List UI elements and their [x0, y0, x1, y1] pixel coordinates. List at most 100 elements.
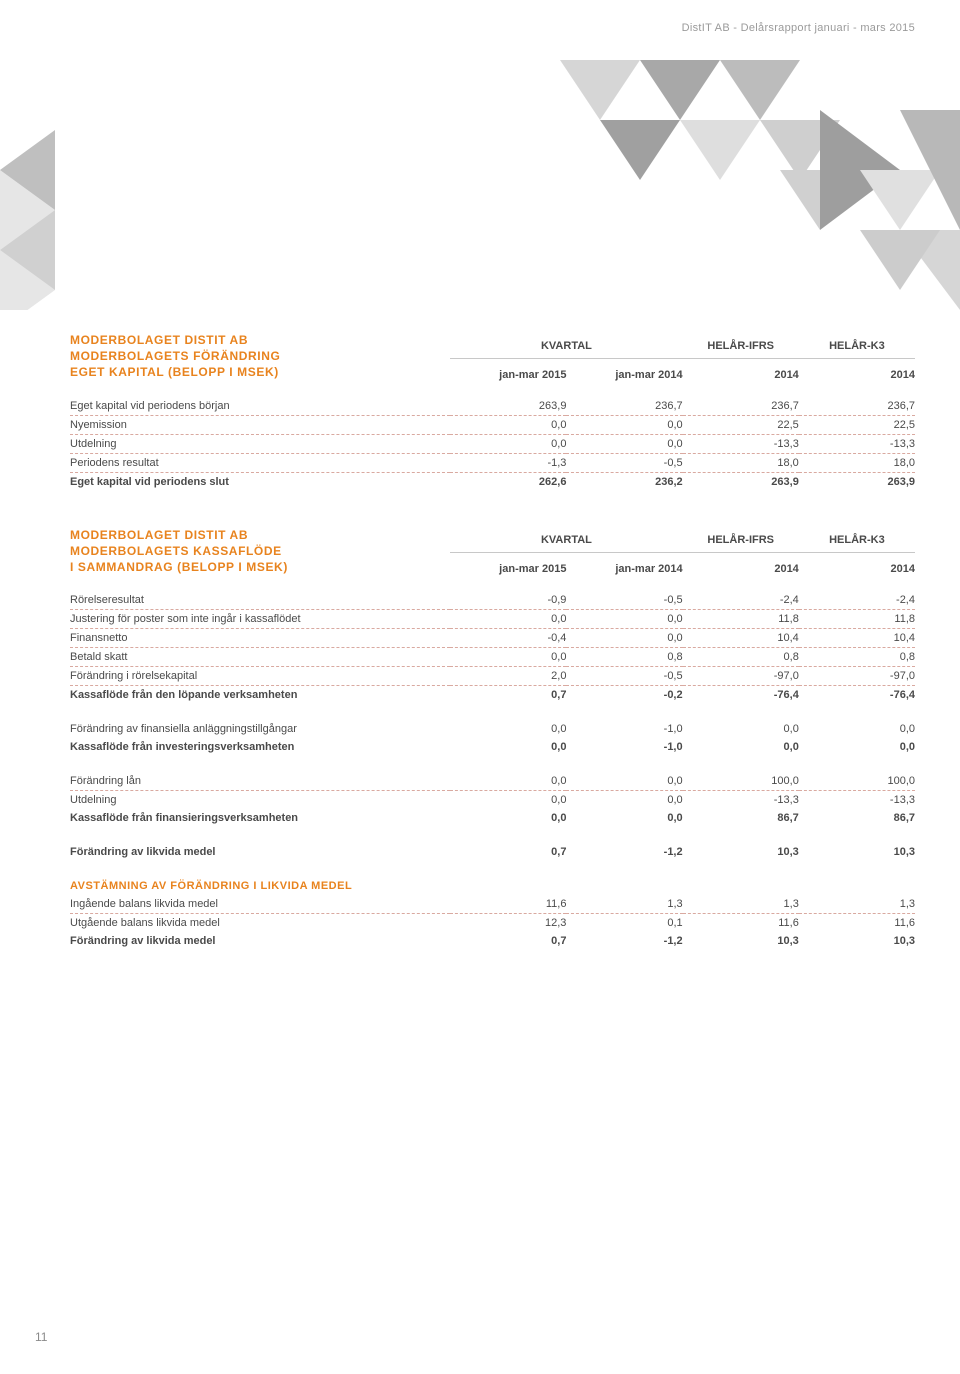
- cell-value: 10,3: [799, 932, 915, 950]
- cell-value: 236,7: [566, 397, 682, 416]
- cell-value: 22,5: [799, 415, 915, 434]
- cell-value: 0,0: [683, 720, 799, 738]
- cell-value: 263,9: [799, 472, 915, 491]
- page-number: 11: [35, 1330, 47, 1344]
- cell-value: -0,5: [566, 453, 682, 472]
- cell-value: 10,3: [683, 843, 799, 861]
- cell-value: 10,4: [799, 629, 915, 648]
- col-sub-4: 2014: [799, 358, 915, 386]
- cell-value: -13,3: [799, 434, 915, 453]
- row-label: Kassaflöde från investeringsverksamheten: [70, 738, 450, 756]
- cell-value: 0,0: [450, 738, 566, 756]
- table-row: Kassaflöde från den löpande verksamheten…: [70, 686, 915, 705]
- table-row: Eget kapital vid periodens början263,923…: [70, 397, 915, 416]
- cell-value: 0,0: [566, 629, 682, 648]
- row-label: Förändring av likvida medel: [70, 843, 450, 861]
- cell-value: -1,3: [450, 453, 566, 472]
- row-label: Kassaflöde från den löpande verksamheten: [70, 686, 450, 705]
- cell-value: 263,9: [450, 397, 566, 416]
- row-label: Ingående balans likvida medel: [70, 895, 450, 914]
- table-row: Nyemission0,00,022,522,5: [70, 415, 915, 434]
- col-group-kvartal-2: KVARTAL: [450, 525, 682, 553]
- row-label: Förändring lån: [70, 772, 450, 791]
- cell-value: 0,0: [450, 791, 566, 810]
- page-header: DistIT AB - Delårsrapport januari - mars…: [682, 22, 915, 34]
- cell-value: 86,7: [799, 809, 915, 827]
- cell-value: 0,7: [450, 686, 566, 705]
- col-group-helar-ifrs: HELÅR-IFRS: [683, 330, 799, 358]
- cell-value: 0,0: [450, 610, 566, 629]
- cell-value: 236,2: [566, 472, 682, 491]
- cell-value: -1,2: [566, 843, 682, 861]
- cell-value: 262,6: [450, 472, 566, 491]
- cell-value: -13,3: [683, 434, 799, 453]
- cashflow-table: MODERBOLAGET DISTIT AB MODERBOLAGETS KAS…: [70, 525, 915, 951]
- table2-title-line2: MODERBOLAGETS KASSAFLÖDE: [70, 543, 450, 559]
- col-group-helar-k3-2: HELÅR-K3: [799, 525, 915, 553]
- cell-value: -97,0: [683, 667, 799, 686]
- table-row: Utdelning0,00,0-13,3-13,3: [70, 434, 915, 453]
- table-row: Förändring i rörelsekapital2,0-0,5-97,0-…: [70, 667, 915, 686]
- cell-value: 18,0: [799, 453, 915, 472]
- row-label: Förändring i rörelsekapital: [70, 667, 450, 686]
- table1-title-line3: EGET KAPITAL (BELOPP I MSEK): [70, 364, 450, 380]
- col-group-kvartal: KVARTAL: [450, 330, 682, 358]
- table-row: Förändring lån0,00,0100,0100,0: [70, 772, 915, 791]
- cell-value: 100,0: [799, 772, 915, 791]
- cell-value: 0,7: [450, 932, 566, 950]
- table-row: Förändring av finansiella anläggningstil…: [70, 720, 915, 738]
- col-sub-4b: 2014: [799, 553, 915, 581]
- section-subheading: AVSTÄMNING AV FÖRÄNDRING I LIKVIDA MEDEL: [70, 877, 915, 895]
- cell-value: -0,2: [566, 686, 682, 705]
- cell-value: 0,0: [566, 809, 682, 827]
- cell-value: 0,0: [683, 738, 799, 756]
- cell-value: 1,3: [683, 895, 799, 914]
- row-label: Kassaflöde från finansieringsverksamhete…: [70, 809, 450, 827]
- cell-value: -0,5: [566, 591, 682, 610]
- cell-value: -1,2: [566, 932, 682, 950]
- table-row: Utdelning0,00,0-13,3-13,3: [70, 791, 915, 810]
- cell-value: 11,6: [799, 914, 915, 933]
- row-label: Utgående balans likvida medel: [70, 914, 450, 933]
- cell-value: 0,0: [799, 738, 915, 756]
- cell-value: 0,8: [683, 648, 799, 667]
- cell-value: -2,4: [683, 591, 799, 610]
- cell-value: 11,6: [450, 895, 566, 914]
- cell-value: -0,4: [450, 629, 566, 648]
- cell-value: -97,0: [799, 667, 915, 686]
- table1-title-line1: MODERBOLAGET DISTIT AB: [70, 332, 450, 348]
- cell-value: 0,0: [566, 415, 682, 434]
- row-label: Rörelseresultat: [70, 591, 450, 610]
- cell-value: 1,3: [799, 895, 915, 914]
- col-group-helar-ifrs-2: HELÅR-IFRS: [683, 525, 799, 553]
- cell-value: 0,1: [566, 914, 682, 933]
- table-row: Förändring av likvida medel0,7-1,210,310…: [70, 932, 915, 950]
- table-row: Ingående balans likvida medel11,61,31,31…: [70, 895, 915, 914]
- cell-value: 10,3: [683, 932, 799, 950]
- row-label: Nyemission: [70, 415, 450, 434]
- triangle-decoration: [0, 50, 960, 310]
- col-sub-1: jan-mar 2015: [450, 358, 566, 386]
- col-sub-2: jan-mar 2014: [566, 358, 682, 386]
- col-group-helar-k3: HELÅR-K3: [799, 330, 915, 358]
- cell-value: 0,7: [450, 843, 566, 861]
- table-row: Betald skatt0,00,80,80,8: [70, 648, 915, 667]
- cell-value: 1,3: [566, 895, 682, 914]
- row-label: Justering för poster som inte ingår i ka…: [70, 610, 450, 629]
- row-label: Förändring av finansiella anläggningstil…: [70, 720, 450, 738]
- equity-change-table: MODERBOLAGET DISTIT AB MODERBOLAGETS FÖR…: [70, 330, 915, 491]
- col-sub-3: 2014: [683, 358, 799, 386]
- cell-value: 0,0: [450, 415, 566, 434]
- row-label: Utdelning: [70, 434, 450, 453]
- cell-value: 11,8: [799, 610, 915, 629]
- cell-value: 0,0: [450, 434, 566, 453]
- table-row: Kassaflöde från investeringsverksamheten…: [70, 738, 915, 756]
- cell-value: -76,4: [683, 686, 799, 705]
- cell-value: 11,8: [683, 610, 799, 629]
- cell-value: 0,0: [566, 434, 682, 453]
- table-row: Justering för poster som inte ingår i ka…: [70, 610, 915, 629]
- cell-value: 18,0: [683, 453, 799, 472]
- table-row: Förändring av likvida medel0,7-1,210,310…: [70, 843, 915, 861]
- row-label: Eget kapital vid periodens slut: [70, 472, 450, 491]
- row-label: Finansnetto: [70, 629, 450, 648]
